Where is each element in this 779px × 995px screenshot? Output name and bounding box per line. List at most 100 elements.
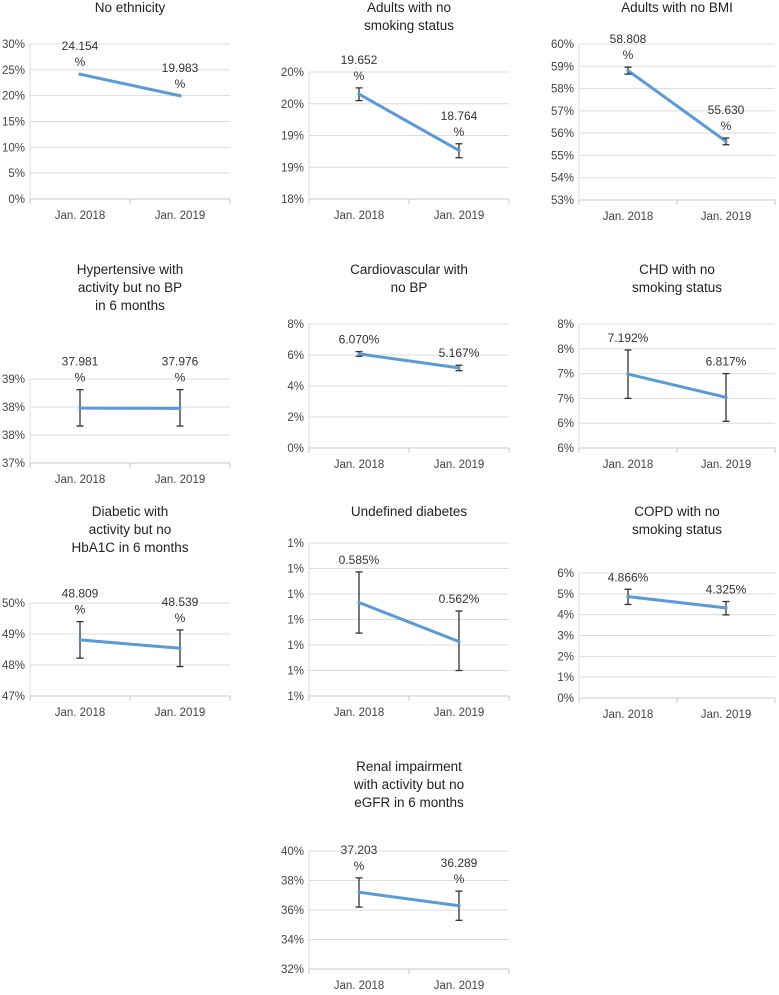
data-point [626, 595, 629, 598]
y-tick-label: 38% [281, 876, 304, 888]
chart-title: no BP [391, 280, 428, 295]
chart-title: Adults with no BMI [621, 0, 733, 15]
data-point [357, 352, 360, 355]
y-tick-label: 55% [551, 150, 574, 162]
data-label: 4.866% [608, 570, 649, 584]
y-tick-label: 0% [557, 693, 574, 705]
y-tick-label: 1% [557, 672, 574, 684]
data-label: % [623, 48, 634, 62]
chart-title: with activity but no [353, 777, 464, 792]
y-tick-label: 5% [8, 168, 25, 180]
y-tick-label: 1% [287, 538, 304, 550]
x-tick-label: Jan. 2019 [701, 709, 752, 721]
data-label: % [721, 119, 732, 133]
y-tick-label: 50% [2, 598, 25, 610]
chart-title: eGFR in 6 months [354, 795, 464, 810]
data-point [457, 366, 460, 369]
data-point [178, 647, 181, 650]
y-tick-label: 2% [557, 651, 574, 663]
data-label: 6.070% [339, 333, 380, 347]
data-point [357, 891, 360, 894]
x-tick-label: Jan. 2019 [155, 474, 206, 486]
data-label: 48.539 [162, 595, 199, 609]
y-tick-label: 1% [287, 640, 304, 652]
data-label: 19.983 [162, 61, 199, 75]
chart-title: activity but no [89, 522, 172, 537]
y-tick-label: 30% [2, 39, 25, 51]
data-point [724, 606, 727, 609]
data-point [457, 640, 460, 643]
data-label: 19.652 [341, 53, 378, 67]
data-point [178, 94, 181, 97]
x-tick-label: Jan. 2018 [55, 210, 106, 222]
y-tick-label: 8% [557, 319, 574, 331]
y-tick-label: 37% [2, 458, 25, 470]
y-tick-label: 1% [287, 666, 304, 678]
y-tick-label: 59% [551, 61, 574, 73]
series-line [359, 603, 459, 642]
data-label: 5.167% [439, 346, 480, 360]
y-tick-label: 6% [287, 350, 304, 362]
chart-title: in 6 months [95, 298, 165, 313]
data-label: 0.585% [339, 553, 380, 567]
data-point [457, 149, 460, 152]
data-label: % [75, 55, 86, 69]
data-label: % [175, 611, 186, 625]
chart-title: Cardiovascular with [350, 262, 468, 277]
x-tick-label: Jan. 2018 [334, 980, 385, 992]
chart-title: Hypertensive with [77, 262, 184, 277]
data-label: % [454, 872, 465, 886]
y-tick-label: 39% [2, 374, 25, 386]
y-tick-label: 6% [557, 418, 574, 430]
data-label: % [175, 371, 186, 385]
data-label: 18.764 [441, 109, 478, 123]
chart-title: Renal impairment [356, 759, 462, 774]
y-tick-label: 18% [281, 194, 304, 206]
data-label: % [454, 125, 465, 139]
x-tick-label: Jan. 2018 [334, 707, 385, 719]
data-label: 37.981 [62, 355, 99, 369]
data-label: 55.630 [708, 103, 745, 117]
y-tick-label: 8% [287, 319, 304, 331]
data-label: 7.192% [608, 331, 649, 345]
x-tick-label: Jan. 2018 [603, 459, 654, 471]
y-tick-label: 53% [551, 195, 574, 207]
chart-title: CHD with no [639, 262, 715, 277]
y-tick-label: 19% [281, 131, 304, 143]
x-tick-label: Jan. 2019 [434, 707, 485, 719]
data-label: % [175, 77, 186, 91]
y-tick-label: 38% [2, 430, 25, 442]
x-tick-label: Jan. 2019 [434, 459, 485, 471]
data-point [178, 407, 181, 410]
series-line [359, 892, 459, 905]
chart-title: COPD with no [634, 504, 720, 519]
x-tick-label: Jan. 2019 [701, 459, 752, 471]
chart-panel: Renal impairment with activity but no eGFR… [259, 755, 521, 995]
x-tick-label: Jan. 2018 [55, 707, 106, 719]
y-tick-label: 38% [2, 402, 25, 414]
y-tick-label: 20% [281, 99, 304, 111]
y-tick-label: 5% [557, 589, 574, 601]
y-tick-label: 57% [551, 106, 574, 118]
chart-svg: Adults with no BMI53%54%55%56%57%58%59%6… [519, 0, 779, 226]
data-point [626, 69, 629, 72]
data-label: 37.203 [341, 843, 378, 857]
data-label: 4.325% [706, 583, 747, 597]
y-tick-label: 40% [281, 846, 304, 858]
data-point [457, 904, 460, 907]
x-tick-label: Jan. 2019 [155, 707, 206, 719]
chart-title: No ethnicity [95, 0, 166, 15]
y-tick-label: 20% [2, 91, 25, 103]
